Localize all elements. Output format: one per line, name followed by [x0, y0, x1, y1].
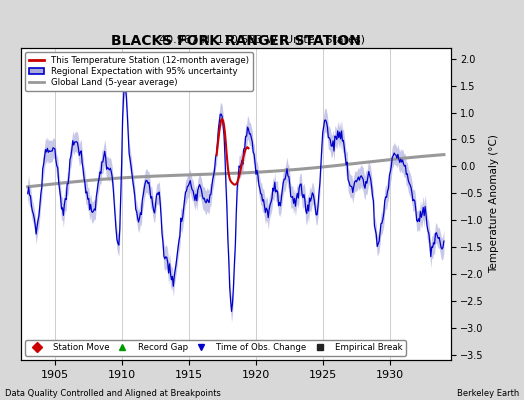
Text: 40.967 N, 110.583 W (United States): 40.967 N, 110.583 W (United States): [159, 34, 365, 44]
Text: Data Quality Controlled and Aligned at Breakpoints: Data Quality Controlled and Aligned at B…: [5, 389, 221, 398]
Y-axis label: Temperature Anomaly (°C): Temperature Anomaly (°C): [489, 134, 499, 274]
Text: Berkeley Earth: Berkeley Earth: [456, 389, 519, 398]
Legend: Station Move, Record Gap, Time of Obs. Change, Empirical Break: Station Move, Record Gap, Time of Obs. C…: [25, 340, 406, 356]
Title: BLACKS FORK RANGER STATION: BLACKS FORK RANGER STATION: [111, 34, 361, 48]
